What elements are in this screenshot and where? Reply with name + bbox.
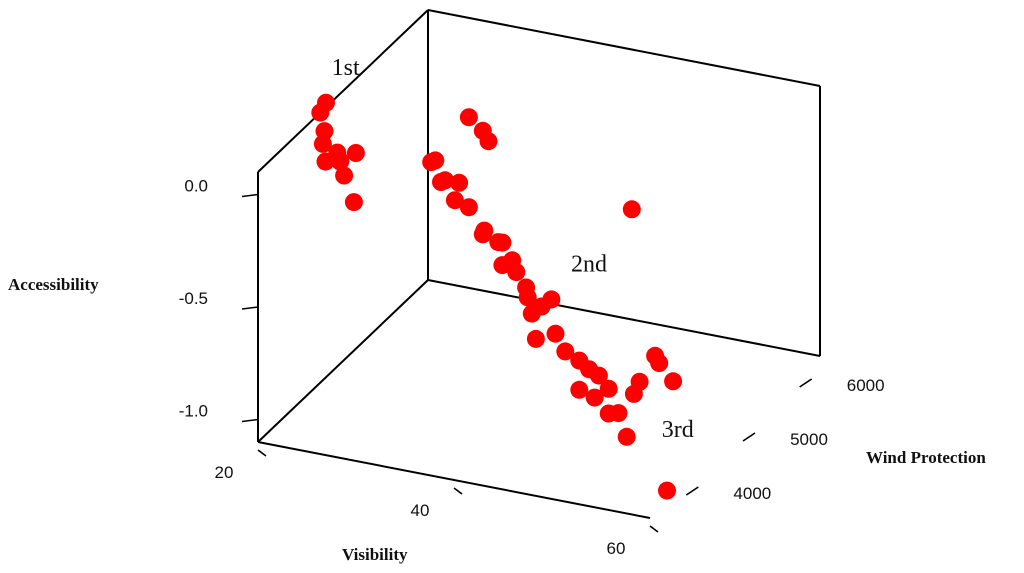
data-point [664, 372, 683, 391]
annotation-label: 3rd [662, 417, 694, 443]
y-tick-mark [799, 378, 813, 388]
data-point [518, 288, 537, 307]
data-point [526, 329, 545, 348]
data-point [546, 324, 565, 343]
data-point [331, 152, 350, 170]
box-frame [257, 9, 821, 519]
z-axis-title: Accessibility [8, 275, 99, 294]
data-point [475, 221, 494, 240]
box-edge [257, 441, 651, 519]
data-point [570, 380, 589, 399]
x-tick-mark [649, 525, 659, 533]
annotation-label: 2nd [571, 252, 607, 278]
data-point [589, 366, 608, 385]
data-point [422, 153, 441, 172]
x-tick-label: 40 [411, 501, 430, 520]
z-tick-mark [241, 306, 259, 310]
data-point [522, 304, 541, 323]
data-point [459, 108, 478, 127]
annotation-label: 1st [332, 55, 360, 81]
data-point [617, 427, 636, 446]
x-tick-mark [257, 449, 267, 457]
data-point [585, 388, 604, 407]
x-axis-title: Visibility [342, 545, 408, 564]
y-axis-title: Wind Protection [866, 448, 986, 467]
data-point [335, 166, 354, 185]
box-edge [427, 9, 821, 87]
x-tick-label: 60 [607, 539, 626, 558]
data-point [493, 256, 512, 275]
data-point [622, 200, 641, 219]
y-tick-label: 6000 [847, 376, 885, 395]
y-tick-mark [742, 432, 756, 442]
data-point [609, 404, 628, 423]
data-point [630, 372, 649, 391]
axis-ticks: 0.0 -0.5 -1.0 20 40 60 4000 5000 6000 [179, 177, 885, 559]
x-tick-mark [453, 487, 463, 495]
box-edge [427, 279, 821, 357]
z-tick-mark [241, 193, 259, 198]
annotations: 1st 2nd 3rd [332, 55, 694, 443]
data-point [346, 144, 365, 162]
y-tick-label: 5000 [790, 430, 828, 449]
data-point [450, 173, 469, 192]
data-point [459, 198, 478, 217]
box-edge [257, 9, 429, 173]
data-point [507, 263, 526, 282]
data-point [344, 193, 363, 212]
data-point [650, 354, 669, 373]
data-point [445, 191, 464, 210]
z-tick-label: -0.5 [179, 289, 208, 308]
data-point [556, 342, 575, 361]
data-point [599, 379, 618, 398]
data-point [658, 481, 676, 500]
data-points [311, 93, 683, 500]
data-point [479, 132, 498, 151]
z-tick-mark [241, 418, 259, 423]
data-point [489, 233, 508, 252]
y-tick-label: 4000 [733, 484, 771, 503]
x-tick-label: 20 [215, 463, 234, 482]
y-tick-mark [685, 486, 699, 496]
box-edge [257, 279, 429, 443]
data-point [313, 134, 332, 153]
z-tick-label: 0.0 [184, 177, 208, 196]
z-tick-label: -1.0 [179, 402, 208, 421]
data-point [317, 93, 335, 112]
data-point [432, 173, 450, 191]
